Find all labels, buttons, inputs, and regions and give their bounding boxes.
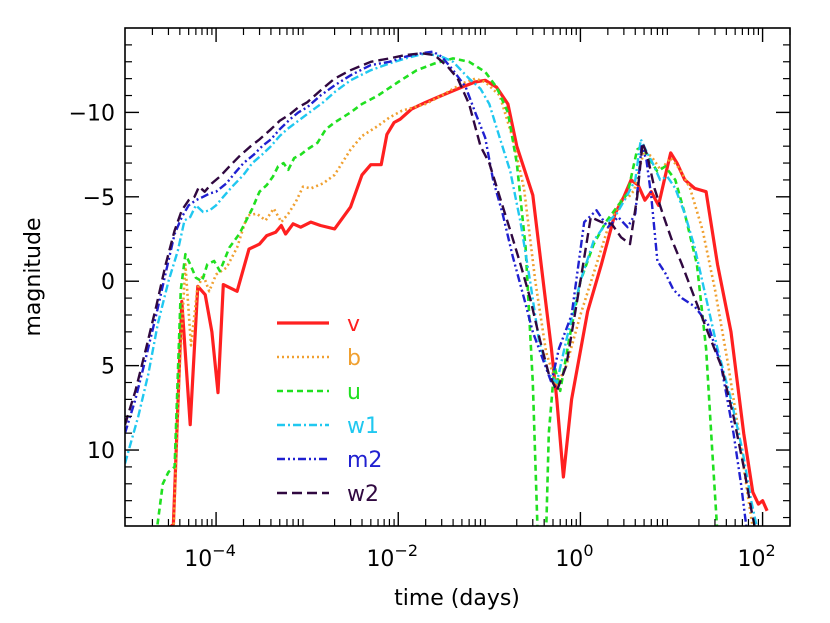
y-tick-label: −10 [69, 101, 115, 126]
y-tick-label: −5 [83, 186, 115, 211]
legend-label-b: b [347, 346, 361, 371]
series-line-m2 [125, 50, 748, 526]
y-tick-label: 0 [101, 270, 115, 295]
y-tick-label: 10 [87, 439, 115, 464]
series-line-b [172, 77, 754, 526]
series-line-u [155, 57, 719, 526]
plot-frame [124, 27, 791, 527]
series-line-v [168, 78, 769, 526]
y-axis-label: magnitude [21, 217, 46, 336]
legend-label-v: v [347, 312, 360, 337]
y-tick-label: 5 [101, 355, 115, 380]
series-layer [125, 50, 769, 526]
x-tick-label: 100 [555, 541, 593, 572]
x-tick-label: 10−2 [366, 541, 418, 572]
legend-label-w1: w1 [347, 414, 379, 439]
x-tick-label: 10−4 [184, 541, 236, 572]
legend-label-u: u [347, 380, 361, 405]
series-line-w1 [125, 52, 758, 526]
ticks-layer: 10−4 10−2 100 102 −10 −5 0 5 10 [69, 28, 791, 572]
legend-label-w2: w2 [347, 482, 379, 507]
legend: vbu w1 m2 w2 [277, 312, 382, 507]
x-tick-label: 102 [737, 541, 775, 572]
series-line-w2 [125, 52, 756, 526]
x-axis-label: time (days) [394, 586, 520, 611]
legend-label-m2: m2 [347, 448, 382, 473]
